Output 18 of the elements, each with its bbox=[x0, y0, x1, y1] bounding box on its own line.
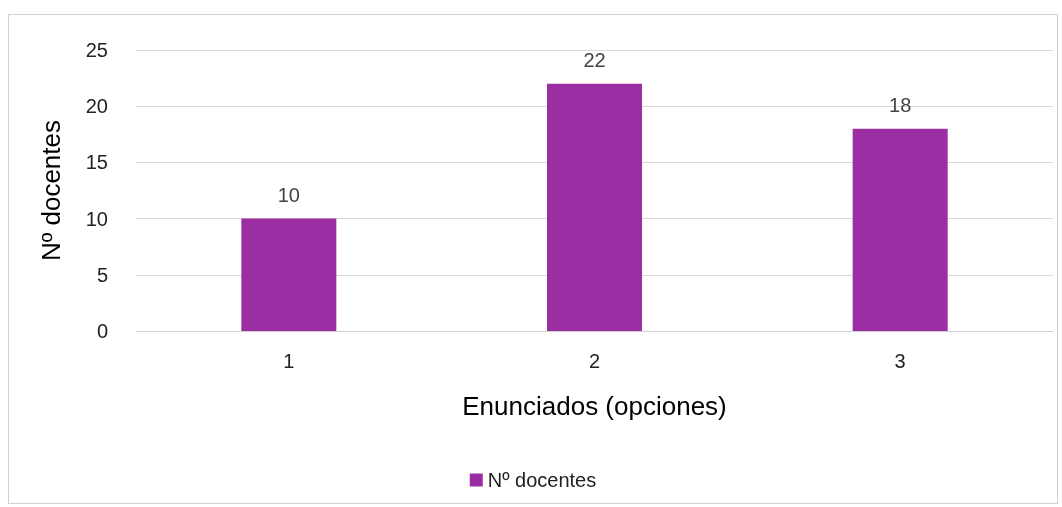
y-tick-label: 5 bbox=[96, 263, 108, 286]
x-tick-label: 3 bbox=[894, 350, 906, 372]
bar bbox=[852, 128, 948, 331]
data-label: 22 bbox=[583, 48, 606, 71]
bar bbox=[241, 218, 337, 331]
y-tick-label: 10 bbox=[85, 207, 108, 230]
y-tick-label: 0 bbox=[96, 320, 108, 342]
y-tick-label: 15 bbox=[85, 151, 108, 174]
x-tick-label: 1 bbox=[283, 350, 295, 372]
y-tick-label: 20 bbox=[85, 95, 108, 118]
x-tick-label: 2 bbox=[588, 350, 601, 372]
y-tick-label: 25 bbox=[85, 39, 108, 61]
legend-label: Nº docentes bbox=[487, 469, 597, 491]
data-label: 10 bbox=[277, 183, 300, 206]
x-axis-title: Enunciados (opciones) bbox=[462, 391, 727, 421]
bar bbox=[547, 83, 642, 331]
y-axis-title: Nº docentes bbox=[36, 119, 66, 262]
data-label: 18 bbox=[889, 93, 912, 116]
